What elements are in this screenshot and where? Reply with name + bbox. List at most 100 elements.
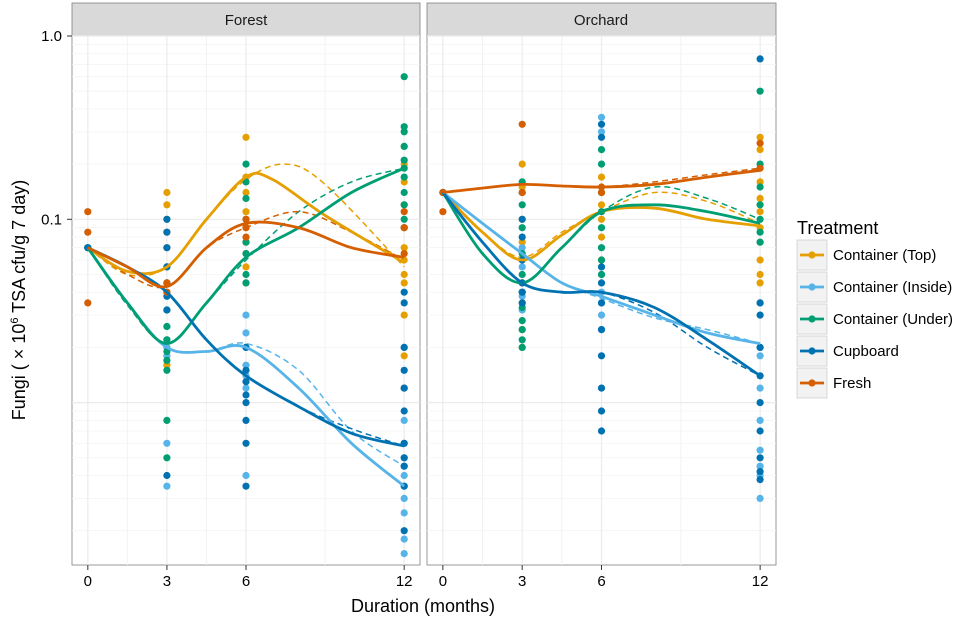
data-point <box>597 263 606 271</box>
data-point <box>756 215 764 223</box>
data-point <box>242 238 250 246</box>
data-point <box>597 188 606 197</box>
legend-label: Cupboard <box>833 343 899 360</box>
data-point <box>597 299 606 307</box>
data-point <box>400 471 408 480</box>
data-point <box>242 208 250 216</box>
data-point <box>756 256 764 264</box>
fit-line-solid <box>442 191 761 345</box>
data-point <box>756 416 764 424</box>
data-point <box>756 146 764 154</box>
data-point <box>400 173 408 181</box>
data-point <box>756 343 764 351</box>
data-point <box>163 366 171 374</box>
data-point <box>756 446 764 454</box>
data-point <box>242 391 250 399</box>
data-point <box>756 194 764 202</box>
legend-key-point <box>808 315 816 323</box>
data-point <box>242 224 250 232</box>
data-point <box>756 270 764 279</box>
fit-line-solid <box>86 166 405 345</box>
data-point <box>597 201 606 209</box>
data-point <box>518 120 526 128</box>
x-axis: 0 3 6 12 0 3 6 12 <box>84 565 768 590</box>
data-point <box>597 120 606 128</box>
data-point <box>242 178 250 186</box>
data-point <box>756 201 764 209</box>
data-point <box>597 233 606 241</box>
data-point <box>400 535 408 543</box>
data-point <box>242 329 250 337</box>
data-point <box>597 279 606 287</box>
data-point <box>518 343 526 351</box>
legend-items: Container (Top) Container (Inside) Contain… <box>796 239 953 399</box>
legend-title: Treatment <box>797 218 878 238</box>
data-point <box>242 311 250 319</box>
data-point <box>518 288 526 296</box>
y-tick-label: 1.0 <box>41 28 62 45</box>
data-point <box>518 299 526 307</box>
data-point <box>518 326 526 334</box>
data-point <box>400 343 408 351</box>
data-point <box>84 208 92 216</box>
data-point <box>597 270 606 279</box>
legend-label: Container (Inside) <box>833 279 952 296</box>
data-point <box>242 399 250 407</box>
data-point <box>597 384 606 392</box>
data-point <box>597 224 606 232</box>
y-axis-title-prefix: Fungi ( × 10 <box>9 324 29 421</box>
data-point <box>400 311 408 319</box>
facet-strip-orchard <box>426 2 777 37</box>
panel-forest <box>71 35 421 566</box>
data-point <box>242 279 250 287</box>
data-point <box>400 416 408 424</box>
data-point <box>242 215 250 223</box>
data-point <box>756 352 764 360</box>
data-point <box>518 263 526 271</box>
data-point <box>400 188 408 197</box>
data-point <box>242 439 250 447</box>
data-point <box>518 317 526 325</box>
data-point <box>518 238 526 246</box>
data-point <box>242 471 250 480</box>
x-axis-title: Duration (months) <box>351 596 495 616</box>
data-point <box>163 228 171 236</box>
data-point <box>518 233 526 241</box>
x-tick-label: 3 <box>163 573 171 590</box>
legend-key-point <box>808 283 816 291</box>
data-point <box>400 509 408 517</box>
data-point <box>400 550 408 558</box>
data-point <box>400 128 408 136</box>
data-point <box>756 462 764 470</box>
data-point <box>163 201 171 209</box>
data-point <box>163 471 171 480</box>
data-point <box>400 279 408 287</box>
data-point <box>756 228 764 236</box>
data-point <box>597 326 606 334</box>
x-tick-label: 6 <box>242 573 250 590</box>
data-point <box>756 384 764 392</box>
data-point <box>242 160 250 168</box>
data-point <box>242 384 250 392</box>
data-point <box>163 322 171 331</box>
data-point <box>756 279 764 287</box>
data-point <box>756 208 764 216</box>
data-point <box>597 173 606 181</box>
data-point <box>242 188 250 197</box>
data-point <box>400 208 408 216</box>
data-point <box>400 201 408 209</box>
data-point <box>400 366 408 374</box>
data-point <box>400 156 408 164</box>
legend-key-point <box>808 251 816 259</box>
data-point <box>400 527 408 535</box>
fit-line-dashed <box>87 167 405 345</box>
data-point <box>597 133 606 141</box>
facet-label-orchard: Orchard <box>574 12 628 29</box>
fit-line-solid <box>441 191 761 262</box>
legend-label: Fresh <box>833 375 871 392</box>
data-point <box>518 244 526 252</box>
data-point <box>400 407 408 415</box>
data-point <box>518 201 526 209</box>
data-point <box>163 454 171 462</box>
data-point <box>756 238 764 246</box>
